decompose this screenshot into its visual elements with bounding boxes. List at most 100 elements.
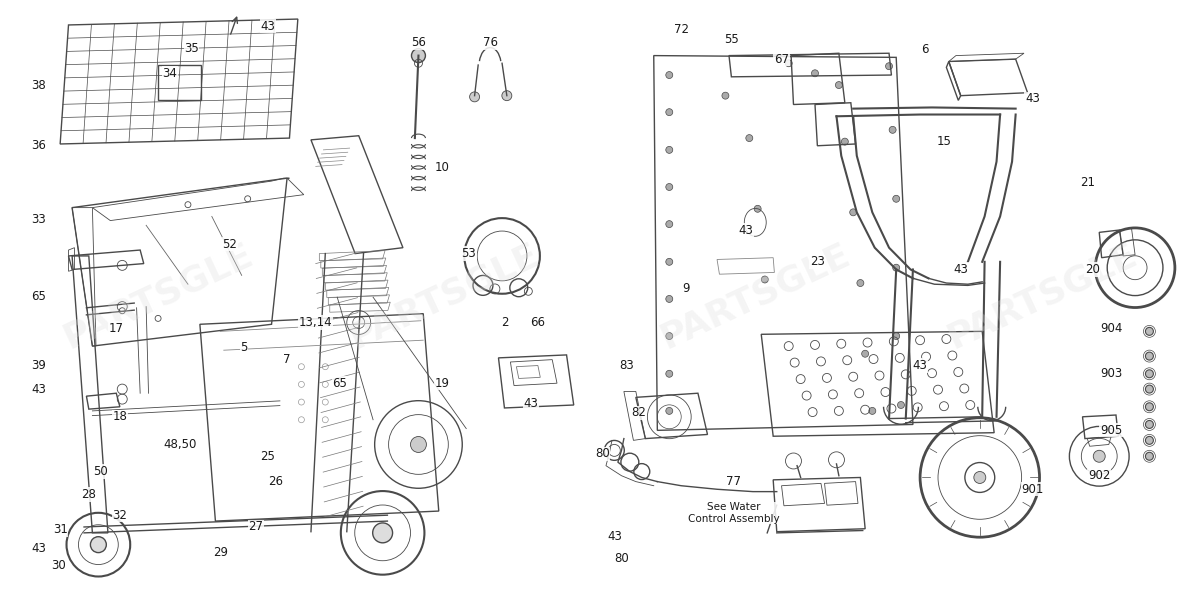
Text: PARTSGLE: PARTSGLE bbox=[58, 237, 258, 355]
Circle shape bbox=[893, 264, 900, 271]
Circle shape bbox=[666, 109, 673, 115]
Circle shape bbox=[893, 333, 900, 340]
Text: 9: 9 bbox=[683, 282, 690, 295]
Circle shape bbox=[754, 205, 761, 213]
Text: 901: 901 bbox=[1021, 482, 1044, 496]
Circle shape bbox=[666, 146, 673, 153]
Text: 43: 43 bbox=[607, 530, 622, 543]
Text: 26: 26 bbox=[268, 475, 283, 488]
Circle shape bbox=[666, 258, 673, 265]
Circle shape bbox=[1146, 327, 1153, 335]
Circle shape bbox=[666, 407, 673, 414]
Circle shape bbox=[666, 370, 673, 377]
Text: 27: 27 bbox=[248, 520, 264, 533]
Text: 38: 38 bbox=[31, 79, 46, 92]
Text: 35: 35 bbox=[184, 42, 199, 55]
Circle shape bbox=[850, 209, 857, 216]
Text: 43: 43 bbox=[953, 263, 968, 276]
Circle shape bbox=[373, 523, 392, 543]
Circle shape bbox=[869, 407, 876, 414]
Text: 19: 19 bbox=[434, 377, 450, 390]
Text: 34: 34 bbox=[162, 67, 178, 80]
Text: PARTSGLE: PARTSGLE bbox=[942, 237, 1142, 355]
Text: 43: 43 bbox=[738, 224, 754, 237]
Text: 43: 43 bbox=[523, 397, 538, 410]
Text: 903: 903 bbox=[1100, 367, 1122, 380]
Text: 7: 7 bbox=[283, 353, 290, 366]
Circle shape bbox=[886, 63, 893, 70]
Text: 82: 82 bbox=[631, 406, 646, 419]
Circle shape bbox=[761, 276, 768, 283]
Text: PARTSGLE: PARTSGLE bbox=[344, 237, 545, 355]
Text: 29: 29 bbox=[212, 546, 228, 559]
Circle shape bbox=[785, 60, 792, 67]
Circle shape bbox=[1093, 451, 1105, 462]
Text: 52: 52 bbox=[222, 237, 238, 250]
Circle shape bbox=[666, 184, 673, 191]
Circle shape bbox=[90, 537, 107, 552]
Text: 15: 15 bbox=[936, 135, 952, 148]
Text: 905: 905 bbox=[1100, 424, 1122, 437]
Text: 30: 30 bbox=[52, 559, 66, 572]
Text: 904: 904 bbox=[1100, 322, 1122, 335]
Text: 43: 43 bbox=[31, 542, 46, 555]
Text: 53: 53 bbox=[461, 247, 476, 260]
Circle shape bbox=[666, 221, 673, 227]
Circle shape bbox=[1146, 403, 1153, 411]
Circle shape bbox=[898, 401, 905, 408]
Text: 21: 21 bbox=[1080, 176, 1094, 189]
Text: 13,14: 13,14 bbox=[299, 316, 332, 329]
Circle shape bbox=[412, 49, 426, 63]
Text: PARTSGLE: PARTSGLE bbox=[655, 237, 856, 355]
Text: 67: 67 bbox=[774, 53, 790, 66]
Circle shape bbox=[857, 279, 864, 287]
Circle shape bbox=[666, 72, 673, 79]
Text: 5: 5 bbox=[240, 342, 247, 355]
Text: 28: 28 bbox=[82, 488, 96, 501]
Text: 6: 6 bbox=[922, 43, 929, 56]
Text: 32: 32 bbox=[113, 509, 127, 522]
Text: 20: 20 bbox=[1085, 263, 1099, 276]
Text: 43: 43 bbox=[1025, 92, 1039, 105]
Text: 48,50: 48,50 bbox=[163, 438, 197, 451]
Text: See Water
Control Assembly: See Water Control Assembly bbox=[688, 502, 780, 524]
Circle shape bbox=[862, 350, 869, 357]
Text: 65: 65 bbox=[31, 289, 46, 303]
Circle shape bbox=[1146, 385, 1153, 393]
Circle shape bbox=[974, 471, 985, 484]
Text: 56: 56 bbox=[412, 36, 426, 49]
Text: 18: 18 bbox=[113, 410, 127, 423]
Circle shape bbox=[835, 82, 842, 89]
Circle shape bbox=[841, 138, 848, 145]
Circle shape bbox=[410, 436, 426, 452]
Text: 2: 2 bbox=[500, 316, 509, 329]
Text: 36: 36 bbox=[31, 139, 46, 152]
Text: 31: 31 bbox=[53, 523, 67, 536]
Text: 77: 77 bbox=[726, 475, 742, 488]
Text: 39: 39 bbox=[31, 359, 46, 372]
Text: 33: 33 bbox=[31, 213, 46, 226]
Circle shape bbox=[502, 91, 512, 101]
Circle shape bbox=[1146, 452, 1153, 460]
Circle shape bbox=[1146, 420, 1153, 429]
Text: 43: 43 bbox=[260, 20, 276, 33]
Circle shape bbox=[1146, 370, 1153, 378]
Circle shape bbox=[746, 134, 752, 141]
Text: 23: 23 bbox=[810, 255, 824, 268]
Text: 17: 17 bbox=[109, 322, 124, 335]
Text: 76: 76 bbox=[482, 36, 498, 49]
Text: 80: 80 bbox=[614, 552, 629, 565]
Text: 25: 25 bbox=[260, 450, 276, 463]
Circle shape bbox=[666, 333, 673, 340]
Text: 72: 72 bbox=[673, 23, 689, 36]
Circle shape bbox=[811, 70, 818, 77]
Text: 66: 66 bbox=[530, 316, 545, 329]
Text: 80: 80 bbox=[595, 448, 610, 461]
Text: 10: 10 bbox=[434, 161, 450, 174]
Text: 50: 50 bbox=[94, 465, 108, 478]
Text: 43: 43 bbox=[31, 382, 46, 395]
Text: 902: 902 bbox=[1088, 469, 1110, 482]
Text: 43: 43 bbox=[913, 359, 928, 372]
Text: 55: 55 bbox=[724, 33, 739, 46]
Text: 65: 65 bbox=[332, 377, 347, 390]
